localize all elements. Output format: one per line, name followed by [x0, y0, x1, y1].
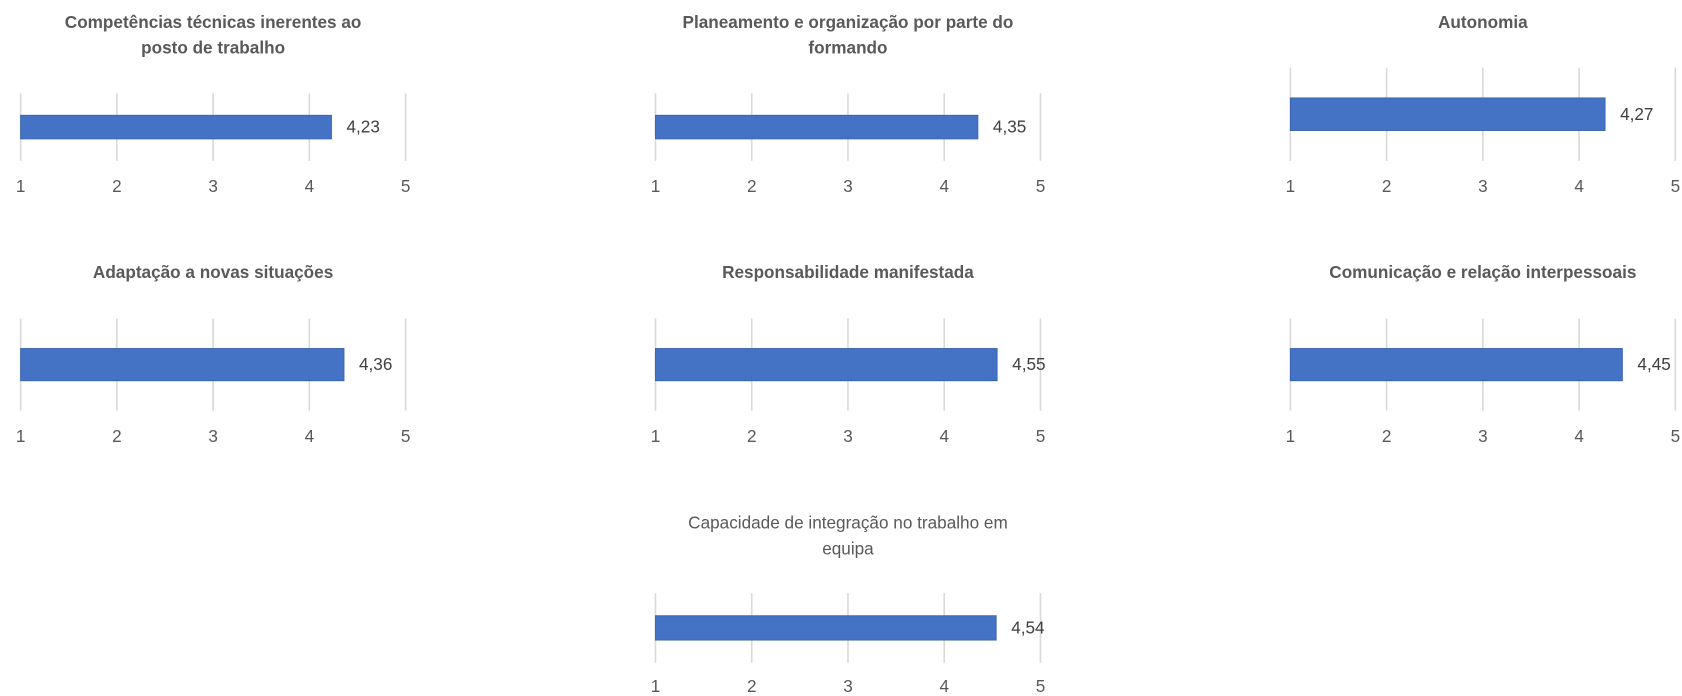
x-tick-label: 4	[1574, 426, 1584, 446]
value-label: 4,23	[346, 117, 379, 137]
chart-title: Responsabilidade manifestada	[722, 263, 974, 283]
value-label: 4,35	[993, 117, 1026, 137]
x-tick-label: 4	[1574, 176, 1584, 196]
title-box: Competências técnicas inerentes ao posto…	[64, 13, 362, 58]
chart-title: Planeamento e organização por parte do f…	[682, 13, 1014, 58]
bar	[1289, 97, 1606, 131]
chart-title: Capacidade de integração no trabalho em …	[688, 514, 1008, 559]
x-tick-label: 1	[651, 176, 661, 196]
x-tick-label: 5	[1036, 176, 1046, 196]
title-box: Capacidade de integração no trabalho em …	[688, 514, 1008, 559]
x-tick-label: 5	[1036, 426, 1046, 446]
bar	[20, 348, 345, 382]
x-tick-label: 3	[843, 176, 853, 196]
title-box: Responsabilidade manifestada	[722, 263, 974, 283]
bar	[655, 615, 997, 641]
title-box: Autonomia	[1438, 13, 1528, 33]
bar	[1289, 348, 1623, 382]
x-tick-label: 3	[1478, 176, 1488, 196]
x-tick-label: 4	[305, 176, 315, 196]
x-tick-label: 3	[843, 676, 853, 696]
x-tick-label: 2	[1382, 176, 1392, 196]
x-tick-label: 4	[305, 426, 315, 446]
x-tick-label: 2	[747, 176, 757, 196]
chart-title: Autonomia	[1438, 13, 1528, 33]
x-tick-label: 4	[939, 426, 949, 446]
x-tick-label: 3	[1478, 426, 1488, 446]
x-tick-label: 1	[651, 676, 661, 696]
x-tick-label: 2	[747, 676, 757, 696]
bar	[655, 114, 979, 140]
x-tick-label: 5	[401, 176, 411, 196]
x-tick-label: 2	[112, 176, 122, 196]
chart-title: Comunicação e relação interpessoais	[1329, 263, 1637, 283]
value-label: 4,45	[1637, 354, 1670, 374]
title-box: Planeamento e organização por parte do f…	[682, 13, 1014, 58]
bar	[655, 348, 998, 382]
title-box: Comunicação e relação interpessoais	[1329, 263, 1637, 283]
x-tick-label: 3	[843, 426, 853, 446]
value-label: 4,27	[1620, 104, 1653, 124]
x-tick-label: 5	[1671, 426, 1681, 446]
x-tick-label: 1	[1286, 426, 1296, 446]
x-tick-label: 5	[1036, 676, 1046, 696]
value-label: 4,55	[1012, 354, 1045, 374]
x-tick-label: 3	[208, 176, 218, 196]
x-tick-label: 1	[16, 426, 26, 446]
chart-title: Competências técnicas inerentes ao posto…	[64, 13, 362, 58]
x-tick-label: 2	[747, 426, 757, 446]
x-tick-label: 4	[939, 676, 949, 696]
x-tick-label: 5	[1671, 176, 1681, 196]
x-tick-label: 4	[939, 176, 949, 196]
value-label: 4,36	[359, 354, 392, 374]
x-tick-label: 1	[651, 426, 661, 446]
title-box: Adaptação a novas situações	[92, 263, 334, 283]
value-label: 4,54	[1011, 618, 1045, 638]
x-tick-label: 3	[208, 426, 218, 446]
x-tick-label: 2	[1382, 426, 1392, 446]
bar	[20, 114, 332, 140]
x-tick-label: 1	[16, 176, 26, 196]
x-tick-label: 5	[401, 426, 411, 446]
x-tick-label: 1	[1286, 176, 1296, 196]
chart-title: Adaptação a novas situações	[92, 263, 334, 283]
x-tick-label: 2	[112, 426, 122, 446]
